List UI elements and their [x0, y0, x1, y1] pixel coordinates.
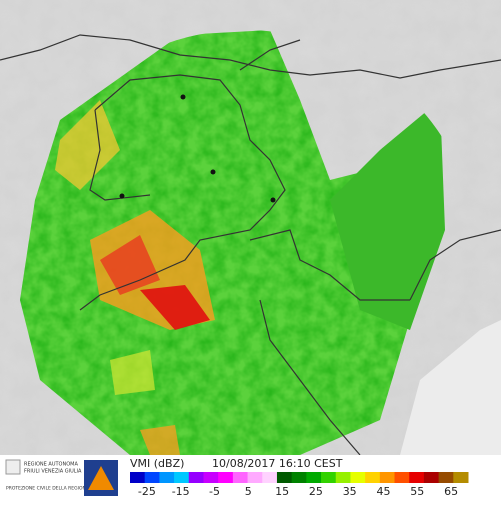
- logo: REGIONE AUTONOMA FRIULI VENEZIA GIULIA P…: [5, 459, 118, 496]
- logo-text: REGIONE AUTONOMA: [24, 462, 78, 468]
- scale-swatch: [394, 472, 410, 483]
- scale-swatch: [365, 472, 381, 483]
- scale-swatch: [379, 472, 396, 483]
- scale-label: 65: [444, 485, 458, 498]
- scale-swatch: [335, 472, 351, 483]
- borders: [0, 34, 501, 456]
- scale-swatch: [232, 472, 249, 483]
- scale-label: -15: [172, 485, 190, 498]
- logo-emblem: [5, 459, 21, 475]
- scale-swatch: [159, 472, 175, 483]
- scale-swatch: [306, 472, 322, 483]
- scale-swatch: [321, 472, 337, 483]
- scale-label: 35: [343, 485, 357, 498]
- scale-label: 45: [377, 485, 391, 498]
- scale-swatch: [174, 472, 190, 483]
- scale-swatch: [144, 472, 160, 483]
- color-scale: -25 -15 -5 5 15 25 35 45 55 65: [130, 472, 469, 498]
- scale-label: 55: [410, 485, 424, 498]
- scale-swatch: [350, 472, 366, 483]
- scale-label: -5: [209, 485, 220, 498]
- scale-swatch: [438, 472, 454, 483]
- scale-swatch: [247, 472, 263, 483]
- scale-swatch: [423, 472, 440, 483]
- scale-swatch: [188, 472, 204, 483]
- timestamp: 10/08/2017 16:10 CEST: [212, 457, 343, 470]
- scale-swatch: [453, 472, 469, 483]
- scale-swatch: [130, 472, 146, 483]
- legend-title: VMI (dBZ): [130, 457, 184, 470]
- scale-swatch: [409, 472, 425, 483]
- scale-label: -25: [138, 485, 156, 498]
- logo-triangle: [88, 466, 114, 490]
- logo-text: PROTEZIONE CIVILE DELLA REGIONE: [6, 486, 89, 492]
- scale-swatch: [291, 472, 307, 483]
- sea: [400, 320, 501, 455]
- scale-swatch: [203, 472, 219, 483]
- logo-text: FRIULI VENEZIA GIULIA: [24, 469, 82, 475]
- scale-swatch: [276, 472, 293, 483]
- cities: [119, 94, 276, 203]
- scale-swatch: [262, 472, 278, 483]
- scale-label: 5: [245, 485, 252, 498]
- radar-echoes: [20, 30, 445, 455]
- scale-label: 25: [309, 485, 323, 498]
- scale-swatch: [218, 472, 234, 483]
- scale-label: 15: [275, 485, 289, 498]
